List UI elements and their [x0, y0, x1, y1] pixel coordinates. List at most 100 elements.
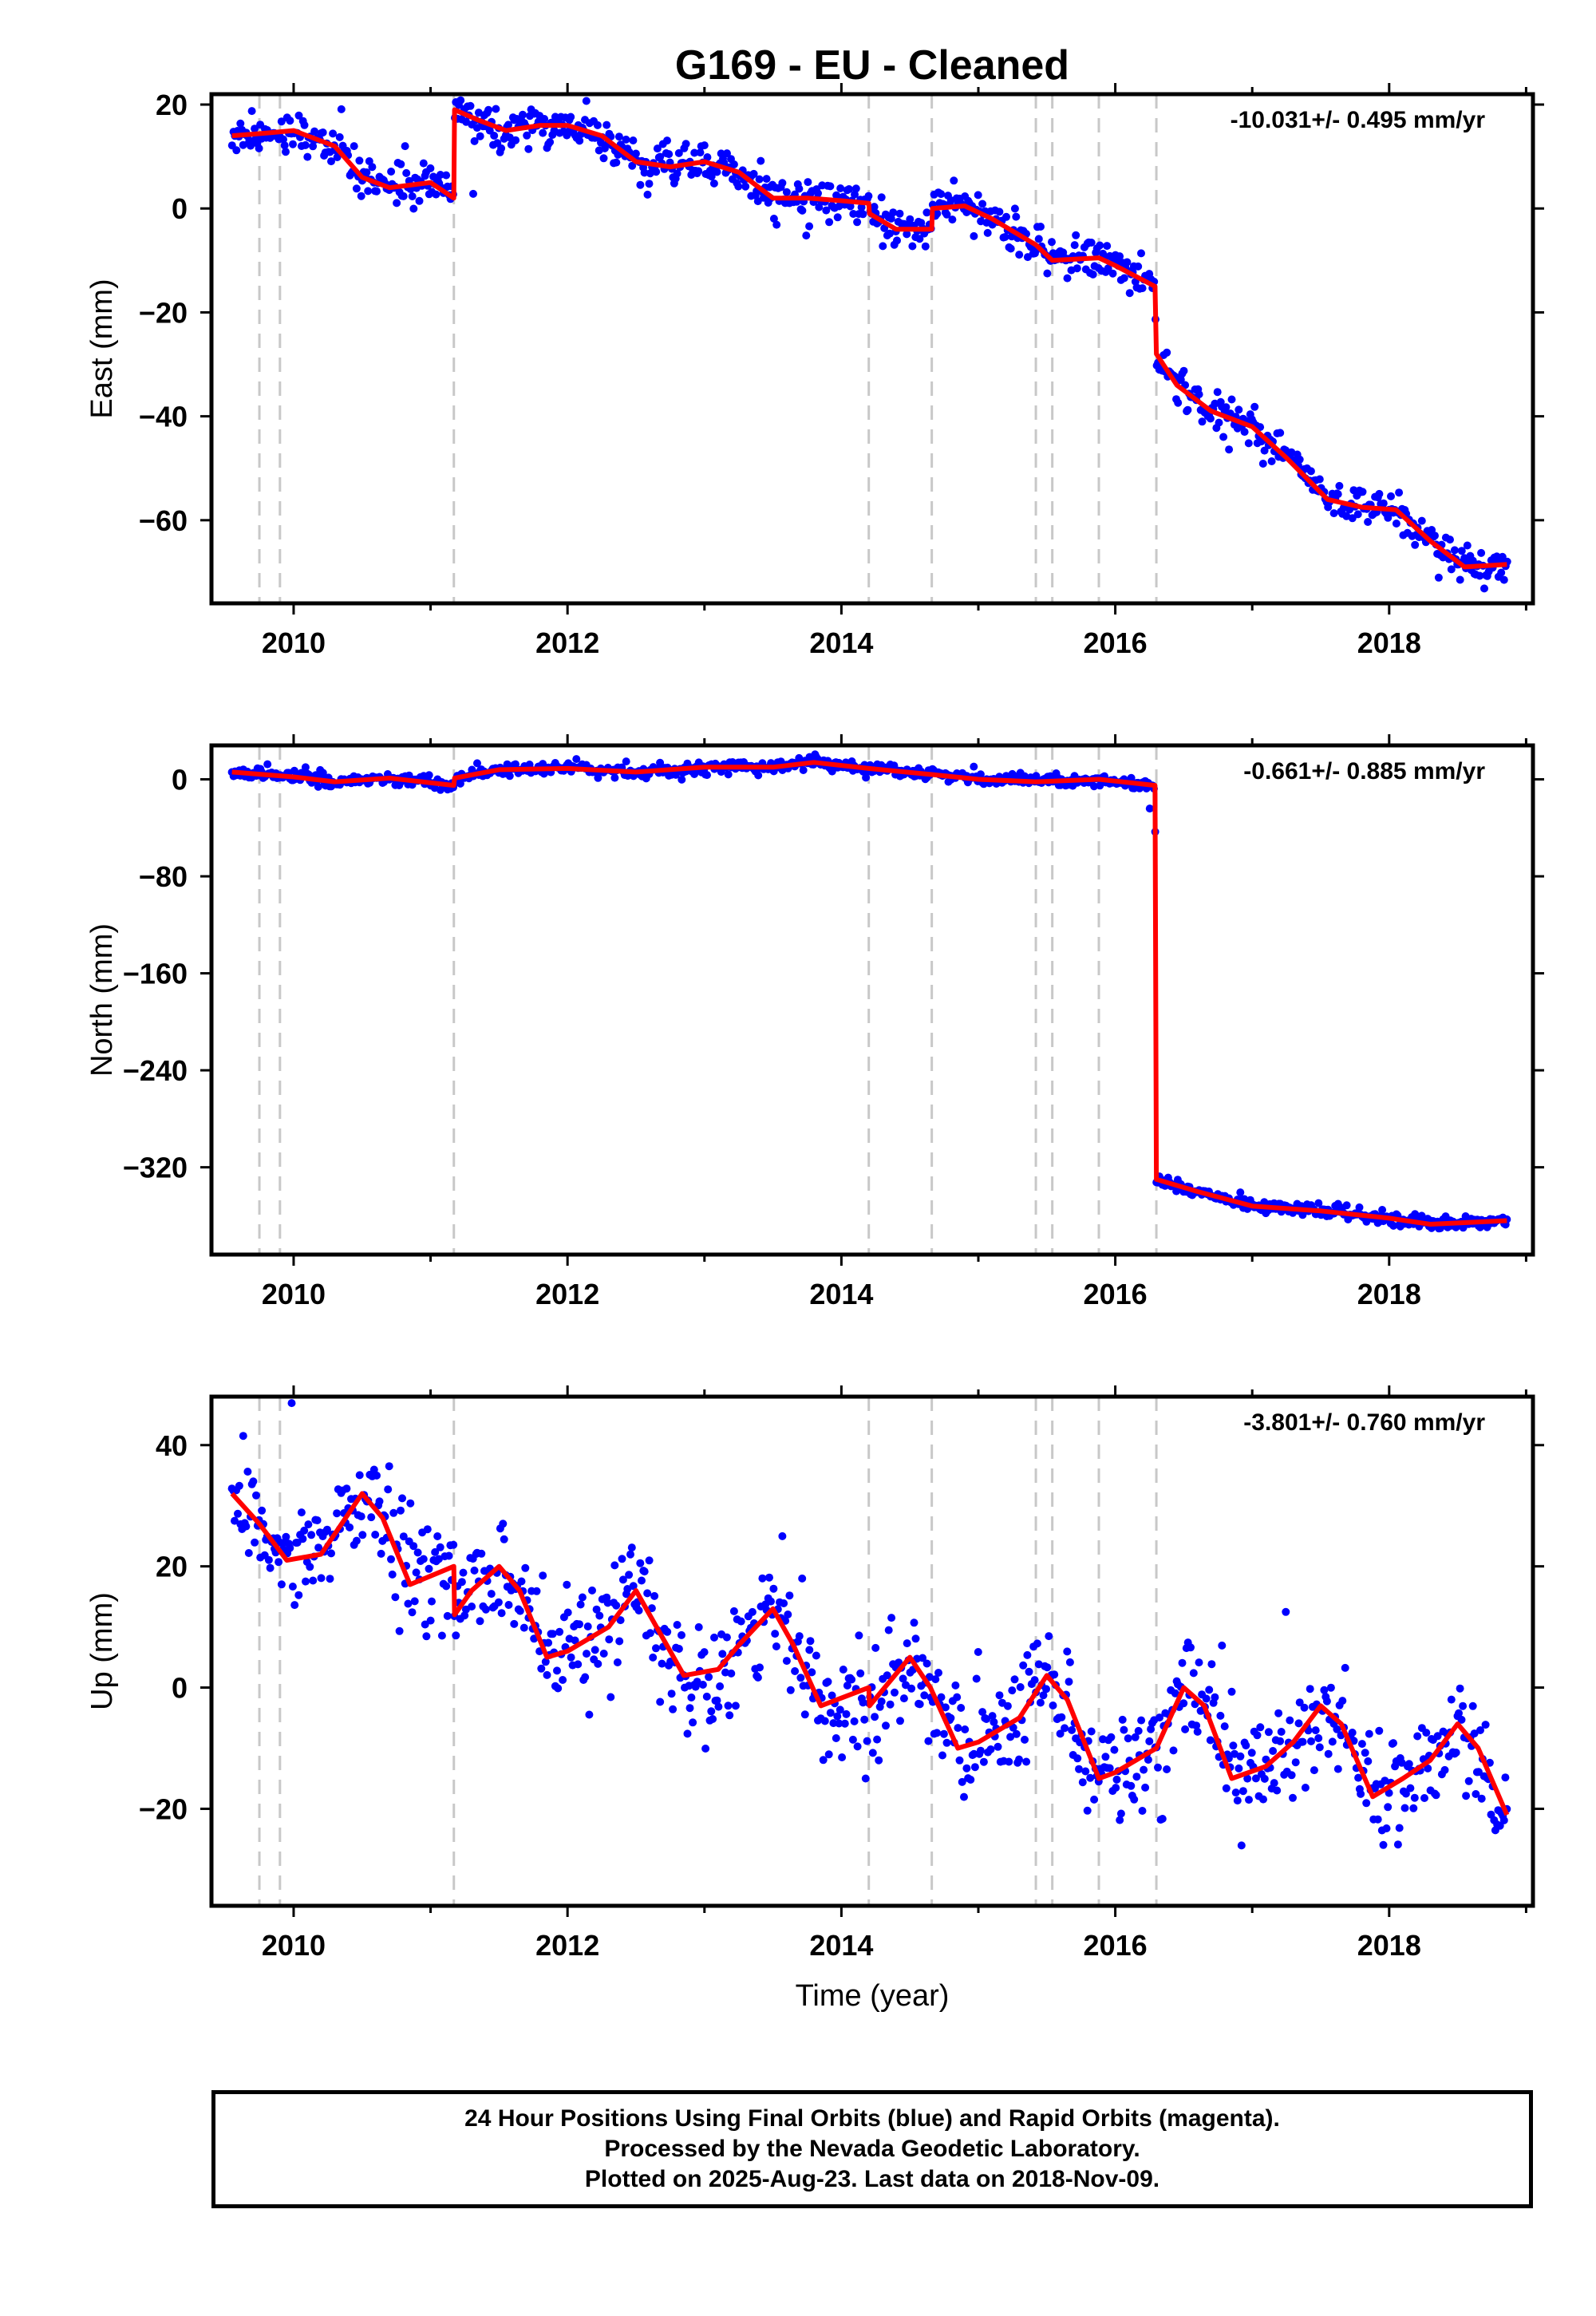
- data-point: [1049, 1701, 1057, 1709]
- data-point: [718, 1650, 727, 1658]
- data-point: [408, 192, 417, 200]
- data-point: [1138, 284, 1147, 293]
- data-point: [1187, 1643, 1195, 1652]
- data-point: [263, 760, 272, 769]
- data-point: [1357, 1740, 1366, 1749]
- data-point: [1118, 1715, 1127, 1724]
- data-point: [656, 1697, 665, 1706]
- data-point: [1125, 289, 1134, 298]
- data-point: [1287, 1771, 1296, 1780]
- data-point: [978, 1708, 987, 1717]
- data-point: [933, 209, 942, 218]
- data-point: [915, 1700, 924, 1709]
- x-tick-label: 2018: [1357, 1929, 1421, 1962]
- data-point: [833, 1712, 842, 1721]
- data-point: [1176, 375, 1185, 384]
- data-point: [843, 1682, 851, 1690]
- data-point: [362, 168, 371, 176]
- up-panel: 2010 2012 2014 2016 2018 40 20 0 −20 Up (mm) -3.80…: [85, 1385, 1544, 1962]
- data-point: [1192, 1721, 1201, 1730]
- data-point: [833, 213, 842, 222]
- data-point: [1364, 518, 1373, 526]
- data-point: [1179, 366, 1188, 375]
- data-point: [554, 1684, 563, 1693]
- data-point: [1154, 1763, 1162, 1772]
- data-point: [318, 128, 327, 136]
- data-point: [1235, 1764, 1243, 1773]
- data-point: [1295, 1698, 1304, 1707]
- data-point: [942, 1738, 951, 1747]
- data-point: [1375, 489, 1384, 498]
- data-point: [1189, 1669, 1198, 1678]
- data-point: [995, 1691, 1004, 1700]
- x-tick-label: 2014: [809, 1929, 873, 1962]
- data-point: [457, 1578, 466, 1587]
- data-point: [397, 160, 405, 168]
- data-point: [1495, 1821, 1504, 1830]
- data-point: [1086, 1773, 1095, 1782]
- data-point: [772, 1642, 780, 1650]
- data-point: [1243, 1774, 1252, 1783]
- data-point: [759, 193, 768, 202]
- data-point: [822, 206, 831, 215]
- data-point: [1156, 1713, 1163, 1722]
- data-point: [741, 182, 750, 191]
- data-point: [1314, 1734, 1323, 1742]
- data-point: [521, 1563, 530, 1572]
- data-point: [1140, 1765, 1148, 1774]
- data-point: [599, 154, 608, 163]
- data-point: [1012, 1729, 1021, 1738]
- data-point: [1314, 1199, 1323, 1207]
- data-point: [652, 168, 661, 176]
- data-point: [884, 1626, 893, 1634]
- data-point: [468, 1603, 476, 1611]
- data-point: [709, 179, 718, 188]
- data-point: [1116, 252, 1124, 261]
- data-point: [767, 1597, 775, 1606]
- rate-label: -10.031+/- 0.495 mm/yr: [1231, 107, 1486, 133]
- data-point: [1112, 1775, 1121, 1784]
- data-point: [753, 1674, 762, 1682]
- data-point: [537, 1664, 546, 1673]
- data-point: [235, 1481, 243, 1490]
- data-point: [442, 1582, 451, 1591]
- data-point: [663, 1627, 672, 1636]
- data-point: [1450, 546, 1459, 555]
- data-point: [678, 775, 686, 784]
- data-point: [886, 1700, 895, 1709]
- data-point: [820, 1717, 829, 1725]
- data-point: [1432, 1791, 1440, 1800]
- data-point: [555, 1627, 564, 1636]
- data-point: [915, 235, 924, 243]
- data-point: [249, 1477, 258, 1486]
- data-point: [731, 1701, 740, 1710]
- data-point: [1225, 445, 1234, 454]
- data-point: [1033, 1639, 1041, 1648]
- data-point: [1424, 1764, 1432, 1773]
- data-point: [323, 1525, 331, 1534]
- data-point: [1127, 1781, 1136, 1790]
- data-point: [806, 1637, 815, 1646]
- data-point: [844, 185, 853, 193]
- data-points: [227, 96, 1511, 593]
- data-point: [402, 168, 411, 177]
- rate-label: -0.661+/- 0.885 mm/yr: [1243, 758, 1485, 785]
- data-point: [309, 1576, 318, 1585]
- data-point: [444, 1551, 453, 1560]
- data-point: [434, 1555, 443, 1563]
- data-point: [694, 167, 703, 176]
- x-tick-label: 2010: [262, 1278, 326, 1310]
- data-point: [1043, 269, 1052, 278]
- data-point: [460, 1611, 469, 1620]
- data-point: [629, 1582, 638, 1591]
- data-point: [785, 1591, 794, 1600]
- data-point: [231, 1516, 239, 1525]
- data-point: [470, 1566, 479, 1575]
- data-point: [836, 184, 845, 192]
- data-point: [1090, 782, 1098, 791]
- data-point: [282, 1532, 290, 1541]
- y-tick-label: −60: [139, 504, 188, 537]
- data-point: [397, 1506, 405, 1515]
- data-point: [805, 222, 814, 231]
- data-point: [1474, 1768, 1483, 1777]
